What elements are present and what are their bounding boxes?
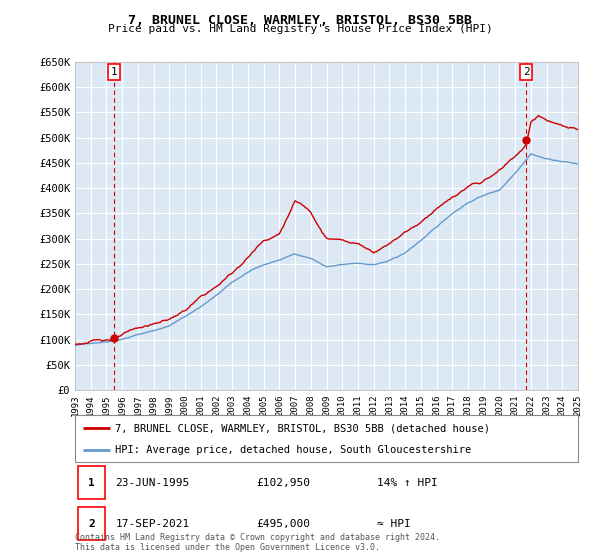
Text: Price paid vs. HM Land Registry's House Price Index (HPI): Price paid vs. HM Land Registry's House … [107, 24, 493, 34]
Text: 7, BRUNEL CLOSE, WARMLEY, BRISTOL, BS30 5BB: 7, BRUNEL CLOSE, WARMLEY, BRISTOL, BS30 … [128, 14, 472, 27]
Text: 17-SEP-2021: 17-SEP-2021 [115, 519, 190, 529]
Text: 23-JUN-1995: 23-JUN-1995 [115, 478, 190, 488]
Text: 14% ↑ HPI: 14% ↑ HPI [377, 478, 437, 488]
Text: HPI: Average price, detached house, South Gloucestershire: HPI: Average price, detached house, Sout… [115, 445, 472, 455]
Text: ≈ HPI: ≈ HPI [377, 519, 410, 529]
Text: £495,000: £495,000 [256, 519, 310, 529]
Text: 2: 2 [88, 519, 95, 529]
Text: 1: 1 [88, 478, 95, 488]
Text: 2: 2 [523, 67, 530, 77]
Text: £102,950: £102,950 [256, 478, 310, 488]
Text: Contains HM Land Registry data © Crown copyright and database right 2024.
This d: Contains HM Land Registry data © Crown c… [75, 533, 440, 552]
FancyBboxPatch shape [77, 507, 105, 540]
Text: 7, BRUNEL CLOSE, WARMLEY, BRISTOL, BS30 5BB (detached house): 7, BRUNEL CLOSE, WARMLEY, BRISTOL, BS30 … [115, 423, 490, 433]
Text: 1: 1 [110, 67, 118, 77]
FancyBboxPatch shape [77, 466, 105, 499]
